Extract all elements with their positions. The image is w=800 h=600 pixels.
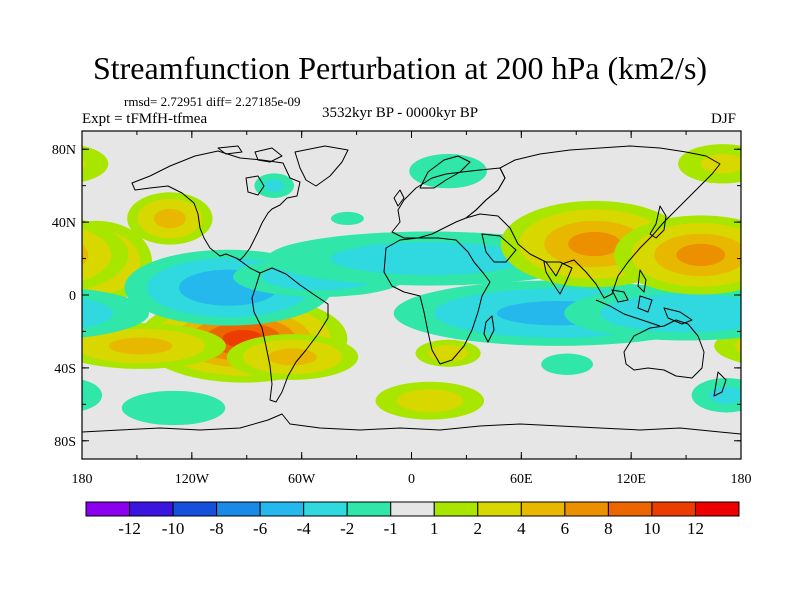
- colorbar-label: 8: [604, 519, 613, 538]
- anomaly-2-band-10: [108, 337, 173, 355]
- colorbar-swatch: [259, 501, 305, 517]
- anomaly-20-band-5: [709, 386, 741, 404]
- colorbar-swatch: [172, 501, 218, 517]
- colorbar-swatch: [520, 501, 566, 517]
- coast-arabian-peninsula: [481, 233, 517, 263]
- colorbar-label: 10: [643, 519, 660, 538]
- coast-greenland: [294, 145, 349, 187]
- lon-tick-label: 180: [731, 472, 752, 487]
- colorbar-swatch: [390, 501, 435, 517]
- lat-tick-label: 80N: [52, 143, 76, 158]
- coast-africa: [383, 237, 491, 365]
- anomaly-1-band-10: [268, 348, 317, 366]
- coast-asia: [465, 145, 721, 299]
- lon-tick-label: 180: [72, 472, 93, 487]
- coast-antarctica: [82, 413, 741, 435]
- streamfunction-field: [82, 144, 741, 426]
- anomaly-12-band-8: [82, 145, 109, 182]
- lon-tick-label: 120E: [616, 472, 646, 487]
- lat-tick-label: 80S: [54, 435, 76, 450]
- colorbar-swatch: [694, 501, 740, 517]
- anomaly-4-band-10: [153, 208, 186, 229]
- colorbar-swatch: [303, 501, 348, 517]
- anomaly-11-band-10: [82, 244, 89, 266]
- colorbar-swatch: [216, 501, 261, 517]
- anomaly-18-band-6: [121, 390, 226, 426]
- anomaly-9-band-5: [599, 293, 741, 333]
- lon-tick-label: 0: [408, 472, 415, 487]
- colorbar-label: -8: [210, 519, 224, 538]
- lon-tick-label: 120W: [175, 472, 210, 487]
- coast-arctic-islands: [217, 145, 283, 163]
- colorbar-swatch: [607, 501, 653, 517]
- coast-australia: [623, 319, 705, 379]
- anomaly-19-band-6: [541, 353, 593, 375]
- lat-tick-label: 0: [69, 289, 76, 304]
- stats-label: rmsd= 2.72951 diff= 2.27185e-09: [124, 94, 301, 109]
- anomaly-2-band-9: [735, 338, 741, 354]
- lon-tick-label: 60W: [288, 472, 316, 487]
- colorbar-label: 6: [561, 519, 570, 538]
- lat-tick-label: 40S: [54, 362, 76, 377]
- colorbar-swatch: [651, 501, 696, 517]
- coast-british-isles: [393, 189, 405, 207]
- coast-hudson-bay: [245, 175, 265, 196]
- period-label: 3532kyr BP - 0000kyr BP: [322, 105, 479, 121]
- season-label: DJF: [711, 111, 737, 127]
- anomaly-11-band-11: [676, 243, 726, 267]
- anomaly-15-band-6: [330, 211, 364, 226]
- coast-india: [543, 261, 573, 295]
- colorbar-label: -4: [297, 519, 312, 538]
- anomaly-9-band-6: [82, 288, 149, 338]
- coast-new-zealand: [713, 371, 727, 397]
- colorbar-swatch: [129, 501, 174, 517]
- colorbar-swatch: [564, 501, 609, 517]
- coast-scandinavia: [419, 155, 471, 189]
- lon-tick-label: 60E: [510, 472, 533, 487]
- experiment-label: Expt = tFMfH-tfmea: [82, 111, 208, 127]
- coast-indonesia: [595, 289, 693, 327]
- coastlines: [82, 145, 741, 435]
- colorbar-label: -10: [162, 519, 185, 538]
- anomaly-11-band-9: [82, 229, 112, 281]
- colorbar-label: -12: [118, 519, 141, 538]
- colorbar-label: -2: [340, 519, 354, 538]
- colorbar-swatch: [85, 501, 131, 517]
- anomaly-14-band-5: [264, 179, 284, 192]
- coast-madagascar: [483, 315, 495, 343]
- colorbar-label: 1: [430, 519, 439, 538]
- coast-south-america: [251, 267, 329, 403]
- colorbar-swatch: [433, 501, 479, 517]
- anomaly-16-band-9: [396, 389, 463, 413]
- colorbar-swatch: [346, 501, 392, 517]
- plot-title: Streamfunction Perturbation at 200 hPa (…: [92, 50, 708, 86]
- colorbar-swatch: [477, 501, 522, 517]
- colorbar-label: 2: [474, 519, 483, 538]
- anomaly-7-band-5: [330, 242, 529, 275]
- colorbar-label: 4: [517, 519, 526, 538]
- coast-north-america: [131, 150, 301, 261]
- anomaly-10-band-11: [568, 231, 621, 257]
- coast-central-america: [235, 257, 261, 274]
- axis-ticks: [81, 131, 742, 459]
- axis-labels: 180 120W 60W 0 60E 120E 180 80N 40N 0 40S 80S: [52, 143, 752, 487]
- colorbar-label: 12: [687, 519, 704, 538]
- anomaly-20-band-6: [82, 379, 103, 411]
- colorbar-label: -1: [384, 519, 398, 538]
- anomaly-9-band-5: [82, 298, 114, 329]
- anomaly-12-band-9: [82, 158, 86, 170]
- anomaly-20-band-5: [82, 390, 85, 400]
- colorbar: -12 -10 -8 -6 -4 -2 -1 1 2 4 6 8 10 12: [85, 501, 740, 538]
- anomaly-17-band-9: [428, 345, 468, 362]
- colorbar-label: -6: [253, 519, 267, 538]
- coast-japan: [649, 205, 667, 239]
- lat-tick-label: 40N: [52, 216, 76, 231]
- coast-philippines: [637, 269, 647, 293]
